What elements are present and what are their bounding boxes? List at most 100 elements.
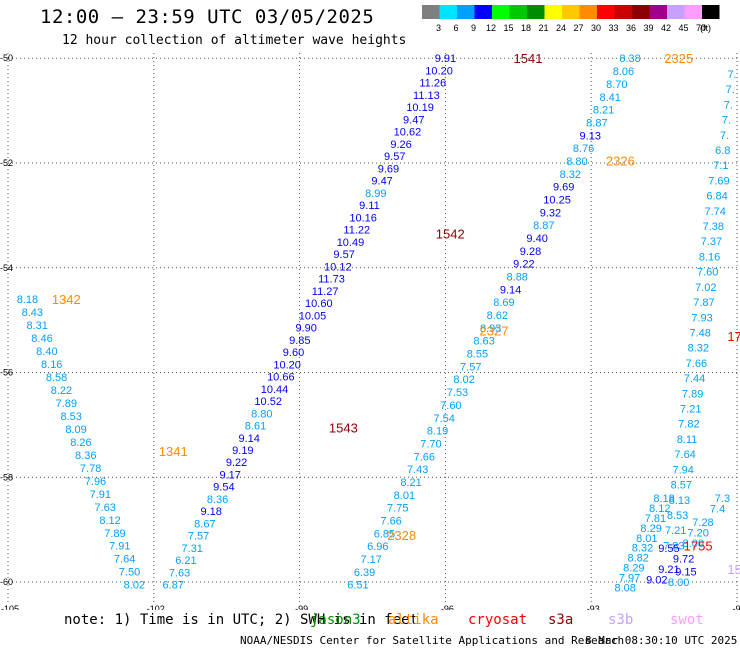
wave-height-colorbar: 3 6 9 12 15 18 21 24 27 30 33 36 39 42 45 70(ft) [422,5,720,33]
wave-height-value: 10.20 [425,65,453,77]
wave-height-value: 8.29 [623,562,644,574]
wave-height-value: 8.36 [75,450,96,462]
wave-height-value: 8.18 [653,493,674,505]
wave-height-value: 7.20 [687,527,708,539]
wave-height-value: 7.66 [414,451,435,463]
wave-height-value: 7.91 [90,489,111,501]
wave-height-value: 8.16 [41,359,62,371]
wave-height-value: 7.4 [710,504,725,516]
wave-height-value: 7.57 [460,361,481,373]
wave-height-value: 7. [724,99,733,111]
pass-number-label: 2326 [606,153,635,168]
wave-height-value: 8.32 [632,543,653,555]
latitude-tick-label: -60 [0,577,13,587]
satellite-legend-item: jason3 [310,612,361,628]
colorbar-unit: (ft) [700,23,711,33]
longitude-tick-label: -102 [147,604,165,610]
wave-height-value: 8.88 [507,272,528,284]
latitude-tick-label: -56 [0,368,13,378]
wave-height-value: 8.19 [427,426,448,438]
wave-height-value: 9.15 [675,567,696,579]
wave-height-value: 8.41 [599,92,620,104]
wave-height-value: 6.39 [354,567,375,579]
wave-height-value: 6.85 [374,528,395,540]
colorbar-swatch [614,5,632,19]
colorbar-tick-label: 24 [556,23,566,33]
wave-height-value: 11.73 [318,274,345,286]
colorbar-tick-label: 12 [486,23,496,33]
footnote: note: 1) Time is in UTC; 2) SWH is in fe… [64,612,419,628]
wave-height-value: 8.80 [251,408,272,420]
colorbar-swatch [527,5,545,19]
generated-timestamp: 8 Mar 08:30:10 UTC 2025 [585,634,738,647]
wave-height-value: 8.46 [31,333,52,345]
wave-height-value: 7.66 [380,515,401,527]
wave-height-value: 7. [720,130,729,142]
wave-height-value: 7.50 [119,567,140,579]
pass-number-label: 15 [727,562,740,577]
wave-height-value: 10.52 [254,396,282,408]
wave-height-value: 9.40 [526,233,547,245]
wave-height-value: 8.63 [473,336,494,348]
wave-height-value: 7. [722,115,731,127]
wave-height-value: 8.76 [573,143,594,155]
wave-height-value: 7.3 [715,493,730,505]
pass-number-label: 2327 [480,324,509,339]
satellite-legend-item: swot [670,612,704,628]
wave-height-value: 8.12 [99,515,120,527]
wave-height-value: 8.57 [671,480,692,492]
longitude-tick-label: -90 [732,604,740,610]
wave-height-value: 9.69 [378,163,399,175]
wave-height-value: 8.02 [453,374,474,386]
wave-height-value: 7.94 [673,464,694,476]
colorbar-swatch [597,5,615,19]
wave-height-value: 9.18 [201,506,222,518]
wave-height-value: 8.29 [640,523,661,535]
wave-height-value: 7.60 [440,400,461,412]
wave-height-value: 8.38 [619,53,640,65]
colorbar-swatch [457,5,475,19]
latitude-tick-label: -58 [0,472,13,482]
colorbar-tick-label: 45 [678,23,688,33]
wave-height-value: 10.66 [267,372,295,384]
wave-height-value: 7.60 [697,267,718,279]
wave-height-value: 9.55 [658,543,679,555]
wave-height-value: 9.90 [295,323,316,335]
wave-height-value: 8.11 [677,434,698,446]
wave-height-value: 7.44 [684,373,705,385]
wave-height-value: 10.20 [273,359,301,371]
wave-height-value: 8.31 [26,320,47,332]
wave-height-value: 9.57 [333,249,354,261]
wave-height-value: 7.93 [691,312,712,324]
wave-height-value: 7.89 [56,398,77,410]
pass-number-label: 1542 [436,227,465,242]
colorbar-tick-label: 36 [626,23,636,33]
pass-number-label: 2328 [387,528,416,543]
wave-height-value: 8.67 [194,518,215,530]
wave-height-value: 8.00 [683,538,704,550]
wave-height-value: 9.21 [658,564,679,576]
longitude-tick-label: -96 [441,604,454,610]
wave-height-value: 8.61 [245,421,266,433]
pass-number-label: 17 [727,329,740,344]
wave-height-value: 8.02 [124,580,145,592]
wave-height-value: 7.1 [713,160,728,172]
pass-number-label: 2325 [664,51,693,66]
wave-height-value: 10.60 [305,298,333,310]
wave-height-value: 7.66 [686,358,707,370]
wave-height-value: 7.89 [104,528,125,540]
wave-height-value: 9.22 [513,259,534,271]
colorbar-swatch [492,5,510,19]
colorbar-tick-label: 39 [643,23,653,33]
wave-height-value: 8.93 [480,323,501,335]
credit-line: NOAA/NESDIS Center for Satellite Applica… [240,634,625,647]
wave-height-value: 7. [728,69,737,81]
wave-height-value: 7.70 [420,438,441,450]
colorbar-swatch [702,5,720,19]
wave-height-value: 8.62 [487,310,508,322]
wave-height-value: 9.13 [580,130,601,142]
wave-height-value: 8.08 [615,582,636,594]
satellite-legend-item: s3b [608,612,634,628]
wave-height-value: 7.82 [678,419,699,431]
wave-height-value: 9.28 [520,246,541,258]
